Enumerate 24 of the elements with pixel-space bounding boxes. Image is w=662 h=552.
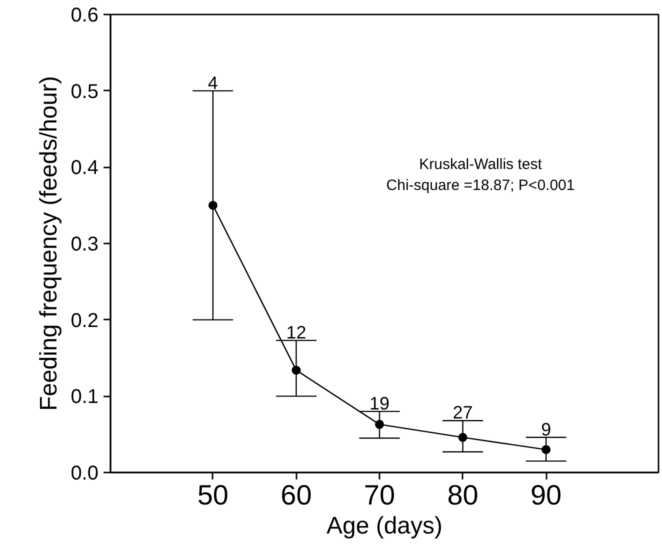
- x-tick-label: 60: [280, 480, 312, 510]
- annotation: Kruskal-Wallis test: [419, 156, 543, 173]
- y-axis-title: Feeding frequency (feeds/hour): [36, 76, 63, 411]
- x-axis-title: Age (days): [326, 512, 443, 540]
- y-tick-label: 0.3: [70, 234, 99, 256]
- annotation: 27: [452, 402, 473, 423]
- x-tick-label: 80: [447, 480, 478, 510]
- y-tick-label: 0.2: [70, 310, 99, 332]
- annotation: 4: [208, 72, 218, 93]
- x-tick-label: 70: [364, 480, 396, 510]
- y-tick-label: 0.6: [70, 4, 99, 26]
- y-tick-label: 0.5: [70, 80, 99, 103]
- point: [292, 366, 301, 375]
- point: [208, 200, 218, 210]
- annotation: Chi-square =18.87; P<0.001: [386, 177, 575, 194]
- point: [458, 432, 468, 442]
- annotation: 19: [369, 393, 390, 414]
- x-tick-label: 90: [530, 480, 562, 510]
- y-tick-label: 0.1: [70, 386, 99, 408]
- x-tick-label: 50: [197, 480, 229, 510]
- annotation: 9: [541, 419, 552, 440]
- annotation: 12: [286, 322, 306, 342]
- y-tick-label: 0.0: [70, 462, 99, 484]
- y-tick-label: 0.4: [70, 157, 99, 180]
